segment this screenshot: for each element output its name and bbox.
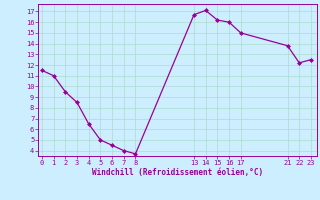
X-axis label: Windchill (Refroidissement éolien,°C): Windchill (Refroidissement éolien,°C) <box>92 168 263 177</box>
